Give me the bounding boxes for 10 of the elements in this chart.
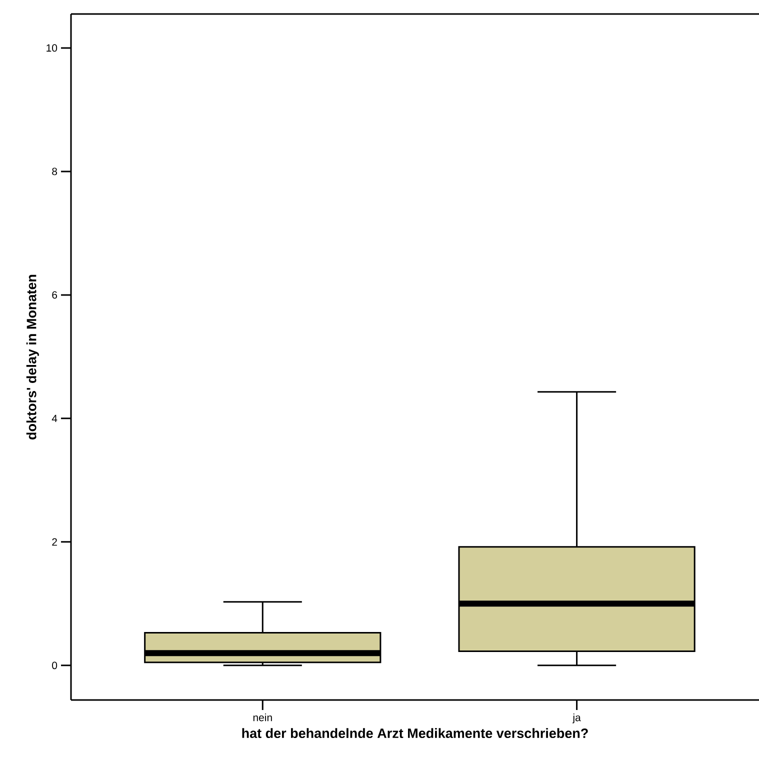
y-tick-label: 8	[52, 168, 58, 176]
y-axis-title: doktors' delay in Monaten	[26, 274, 39, 440]
y-tick-label: 6	[52, 291, 58, 299]
y-tick-label: 4	[52, 414, 58, 422]
x-tick-label: ja	[572, 714, 581, 724]
y-tick-label: 0	[52, 662, 58, 670]
x-axis-title: hat der behandelnde Arzt Medikamente verschrieben?	[242, 728, 588, 738]
y-tick-label: 2	[52, 538, 57, 546]
y-tick-label: 10	[46, 44, 58, 52]
x-tick-label: nein	[253, 714, 272, 722]
